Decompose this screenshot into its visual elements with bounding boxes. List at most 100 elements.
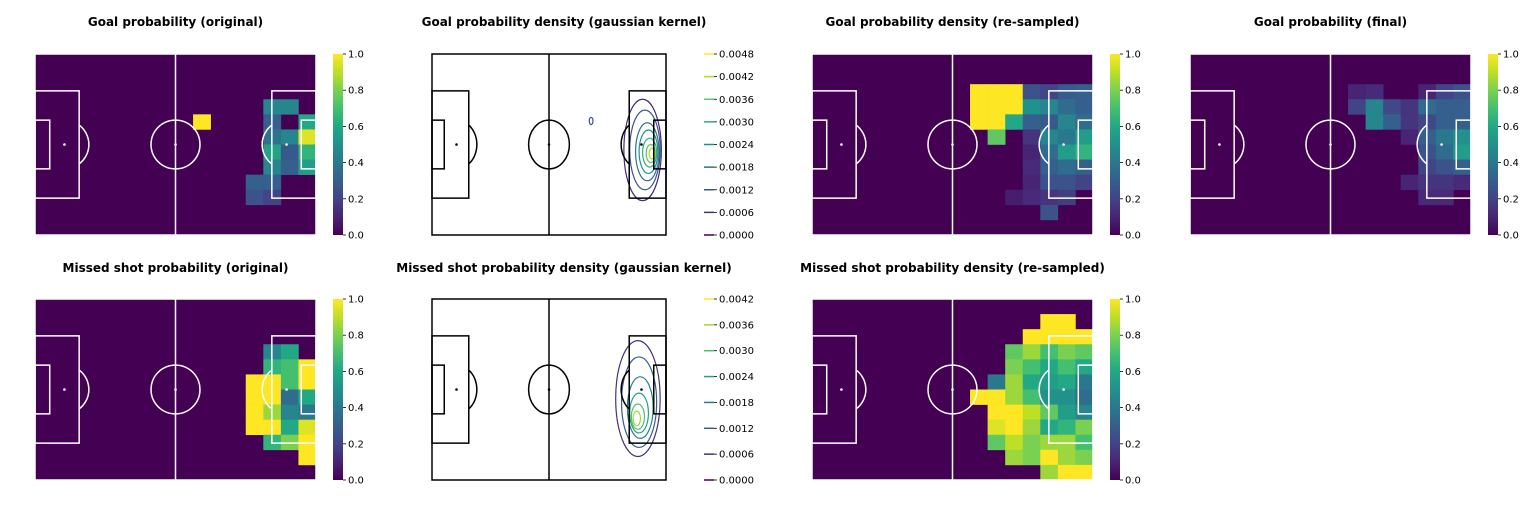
heatmap-cell (1057, 419, 1076, 436)
six-yard-box-right (652, 364, 667, 415)
contour-line (623, 98, 662, 202)
panel-title: Missed shot probability (original) (63, 261, 289, 275)
six-yard-box-left (811, 119, 828, 170)
penalty-spot-left (455, 143, 458, 146)
colorbar-tick-label: 0.0000 (719, 476, 754, 487)
colorbar-gradient (333, 299, 343, 480)
heatmap-cell (1365, 84, 1384, 100)
heatmap-cell (245, 404, 264, 420)
center-circle (150, 119, 201, 170)
colorbar-tick-label: 0.8 (1125, 86, 1141, 97)
colorbar-tick-label: 0.2 (1503, 194, 1519, 205)
colorbar-tick-label: 0.0012 (719, 185, 754, 196)
colorbar-tick-label: 1.0 (348, 50, 364, 61)
heatmap-cell (1022, 174, 1041, 191)
penalty-arc-left (78, 369, 90, 410)
center-spot (174, 388, 177, 391)
heatmap-cell (280, 374, 299, 390)
heatmap-cell (1022, 129, 1041, 145)
heatmap-cell (1365, 114, 1384, 130)
heatmap-cell (245, 419, 264, 436)
colorbar-tick-label: 0.8 (348, 331, 364, 342)
heatmap-cell (1005, 359, 1024, 375)
penalty-spot-left (840, 388, 843, 391)
heatmap-cell (1040, 204, 1059, 221)
heatmap-cell (1383, 114, 1402, 130)
heatmap-cell (1005, 189, 1024, 206)
heatmap-cell (1075, 404, 1094, 420)
heatmap-cell (1057, 129, 1076, 145)
heatmap-cell (1022, 159, 1041, 175)
colorbar-tick-label: 0.4 (1125, 403, 1141, 414)
heatmap-cell (1075, 144, 1094, 160)
panel-title: Goal probability density (re-sampled) (825, 15, 1079, 29)
colorbar-tick-label: 0.0036 (719, 95, 754, 106)
penalty-spot-left (455, 388, 458, 391)
six-yard-box-left (34, 119, 51, 170)
heatmap-cell (1057, 374, 1076, 390)
heatmap-cell (1075, 449, 1094, 466)
penalty-arc-left (855, 369, 867, 410)
heatmap-cell (298, 374, 317, 390)
heatmap-cell (1005, 374, 1024, 390)
penalty-spot-right (640, 388, 643, 391)
heatmap-cell (280, 419, 299, 436)
heatmap-cell (1022, 389, 1041, 405)
colorbar-tick-label: 1.0 (348, 295, 364, 306)
contour-line (615, 340, 661, 458)
heatmap-cell (1040, 464, 1059, 481)
heatmap-cell (1400, 99, 1419, 115)
colorbar-tick-label: 0.0030 (719, 117, 754, 128)
heatmap-cell (1348, 84, 1366, 100)
penalty-arc-left (468, 124, 478, 165)
penalty-spot-left (63, 143, 66, 146)
colorbar-tick-label: 0.6 (1125, 367, 1141, 378)
heatmap-cell (1005, 344, 1024, 360)
contour-line (641, 137, 658, 168)
contour-line (645, 143, 657, 164)
six-yard-box-right (652, 119, 667, 170)
colorbar-tick-label: 0.4 (348, 158, 364, 169)
colorbar-tick-label: 0.0 (1503, 231, 1519, 242)
contour-line (588, 116, 594, 126)
center-spot (951, 143, 954, 146)
heatmap-cell (1435, 159, 1454, 175)
center-spot (1329, 143, 1332, 146)
heatmap-cell (298, 389, 317, 405)
center-circle (527, 364, 571, 415)
six-yard-box-left (1189, 119, 1206, 170)
heatmap-cell (298, 159, 317, 175)
panel-title: Goal probability (final) (1254, 15, 1407, 29)
heatmap-cell (1022, 359, 1041, 375)
heatmap-cell (1022, 404, 1041, 420)
heatmap-cell (1075, 114, 1094, 130)
heatmap-cell (1075, 99, 1094, 115)
heatmap-cell (1022, 189, 1041, 206)
heatmap-cell (1075, 129, 1094, 145)
heatmap-cell (280, 99, 299, 115)
panel-title: Goal probability (original) (88, 15, 263, 29)
heatmap-cell (1400, 129, 1419, 145)
heatmap-cell (1057, 344, 1076, 360)
heatmap-cell (987, 99, 1006, 115)
heatmap-cell (1040, 314, 1059, 330)
panel-7: Missed shot probability density (re-samp… (800, 261, 1141, 487)
heatmap-cell (1057, 84, 1076, 100)
heatmap-cell (1022, 84, 1041, 100)
six-yard-box-left (34, 364, 51, 415)
contour-line (620, 356, 658, 449)
heatmap-cell (1400, 174, 1419, 191)
heatmap-cell (245, 374, 264, 390)
contour-line (634, 122, 660, 182)
heatmap-cell (1435, 99, 1454, 115)
panel-2: Goal probability density (gaussian kerne… (422, 15, 754, 242)
heatmap-cell (1005, 404, 1024, 420)
heatmap-cell (1453, 144, 1472, 160)
heatmap-cell (987, 419, 1006, 436)
heatmap-cell (298, 449, 317, 466)
colorbar-tick-label: 0.0000 (719, 231, 754, 242)
panel-5: Missed shot probability (original) 0.0 0.2… (34, 261, 364, 487)
colorbar-frame (703, 298, 715, 481)
colorbar-tick-label: 0.6 (1125, 122, 1141, 133)
colorbar-tick-label: 1.0 (1503, 50, 1519, 61)
